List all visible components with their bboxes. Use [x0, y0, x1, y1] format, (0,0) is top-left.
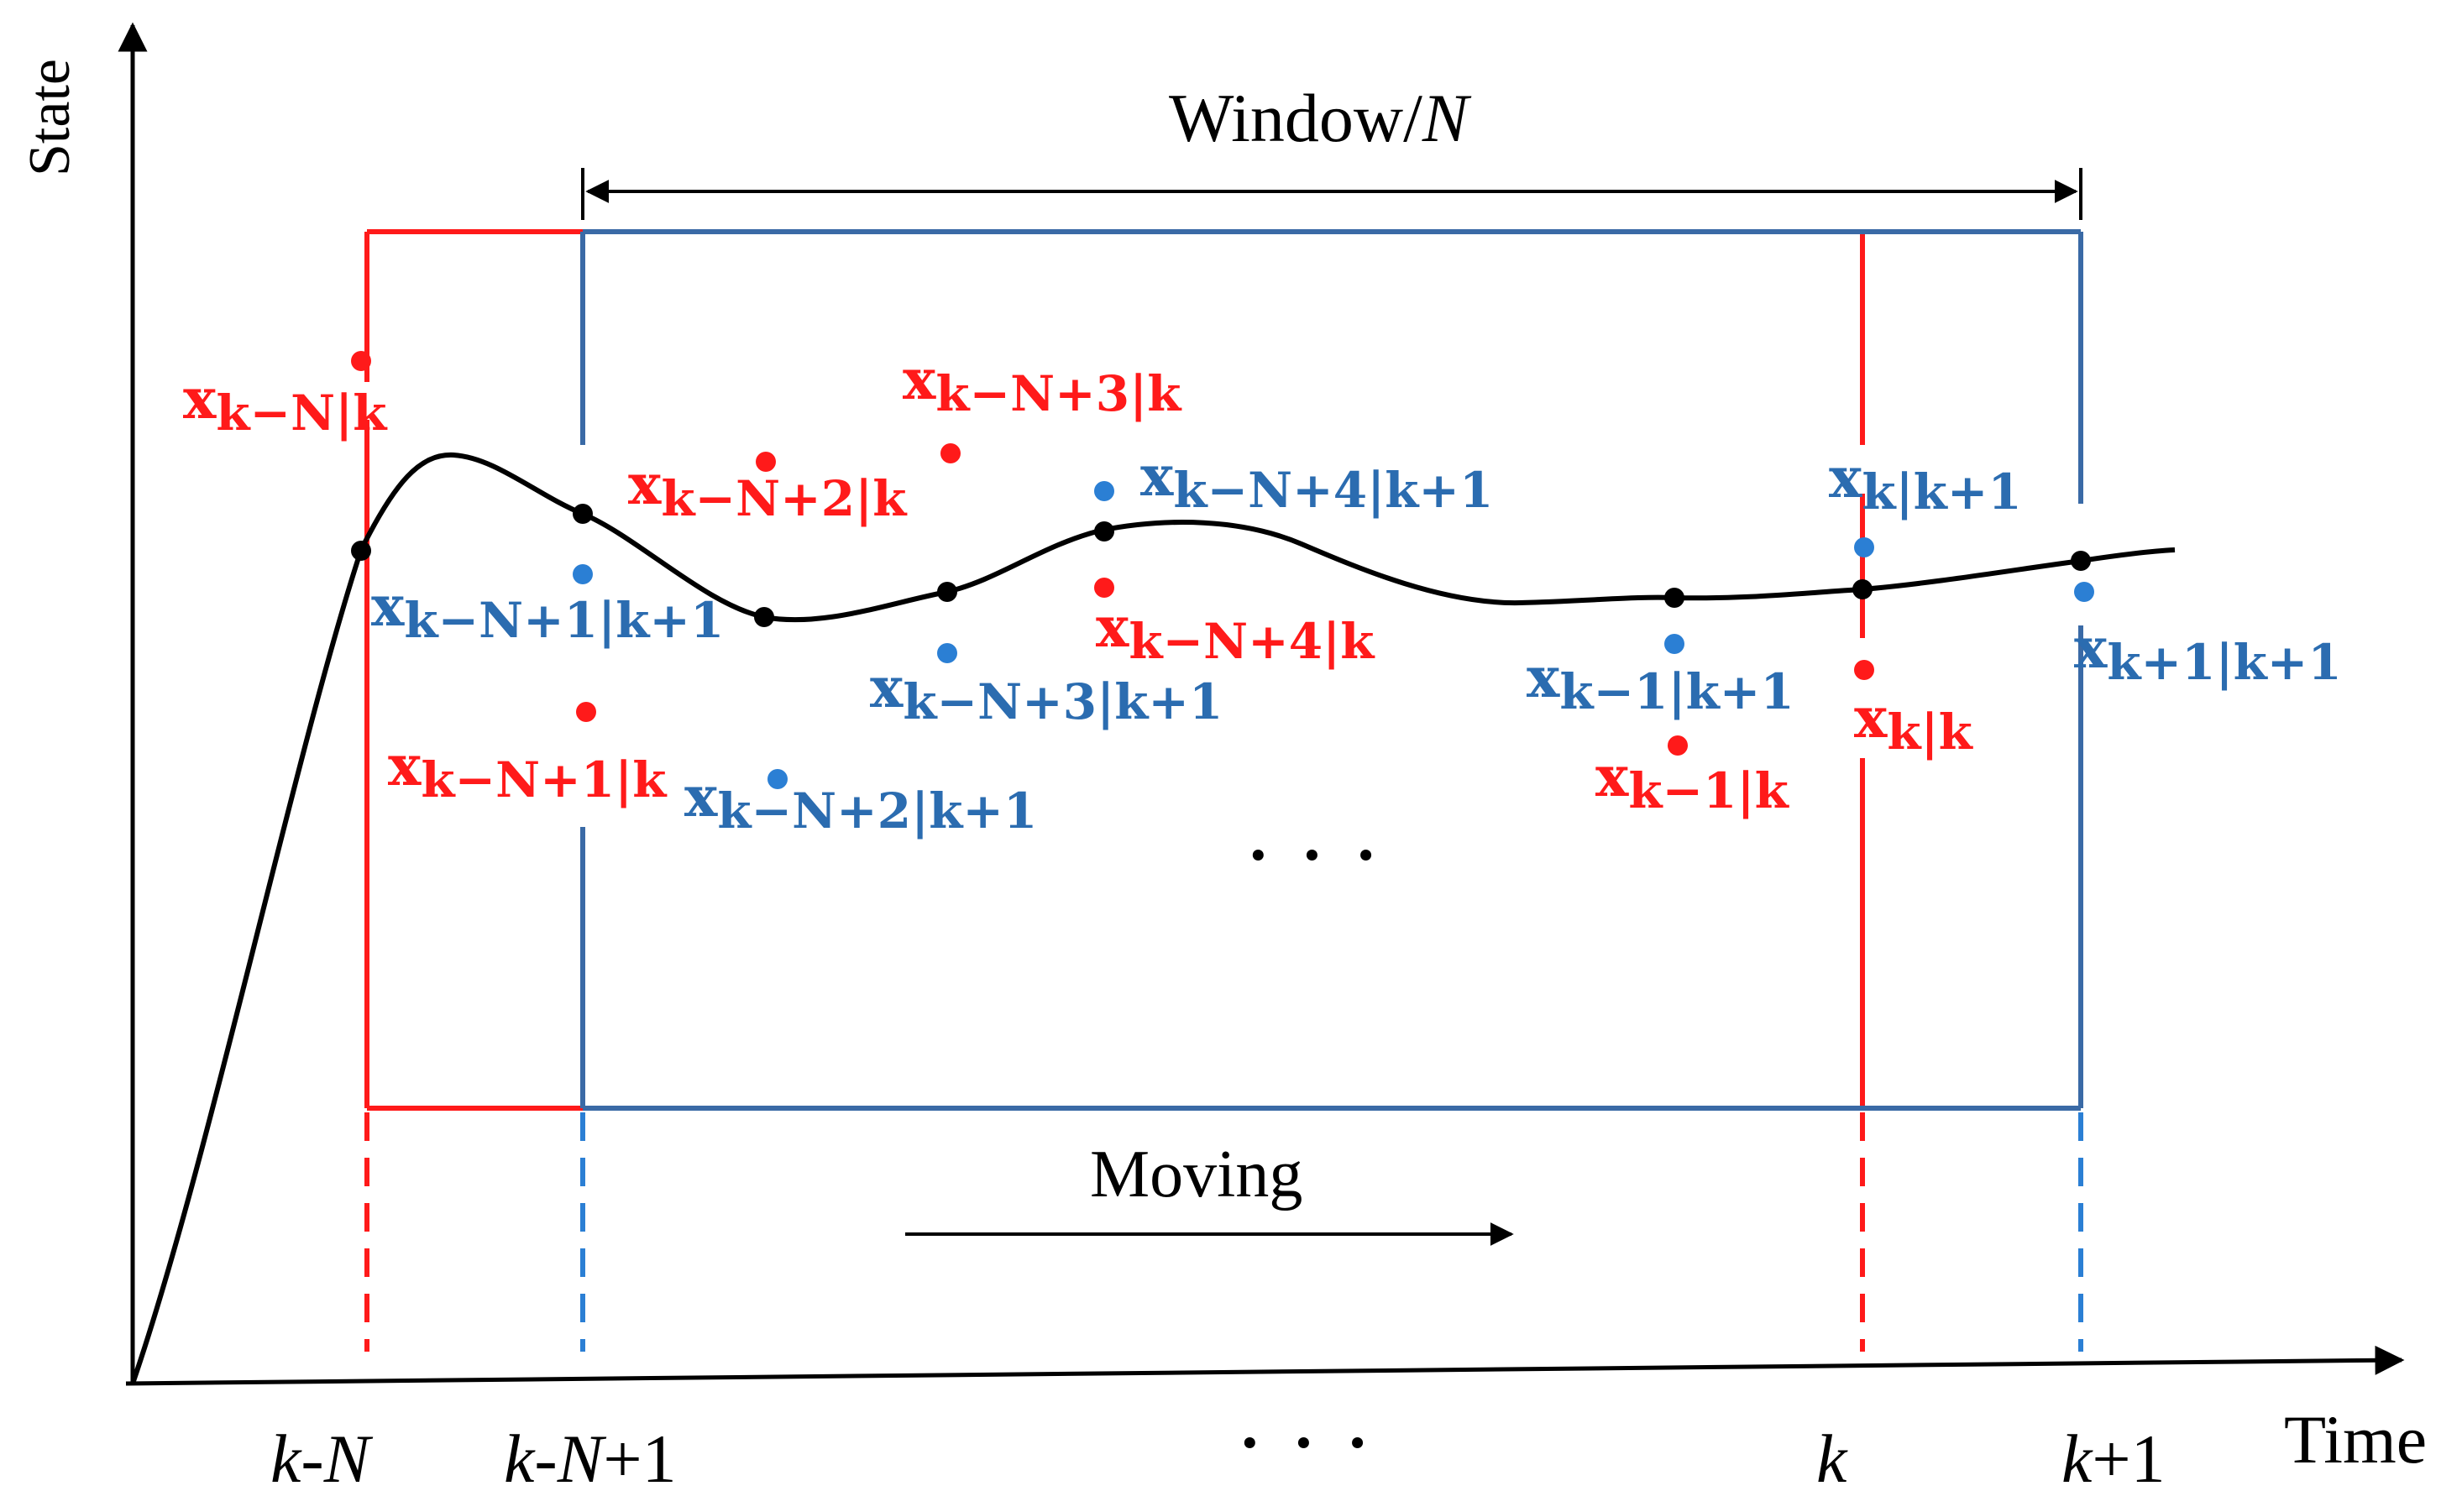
label-x-k-N+2-k: xk−N+2|k	[628, 452, 908, 527]
curve-dot	[1094, 521, 1114, 541]
red-dot	[1668, 735, 1688, 756]
curve-dot	[1664, 588, 1684, 608]
curve-dot	[573, 504, 593, 524]
red-dot	[756, 452, 776, 472]
state-curve	[130, 452, 2176, 1384]
tick-k+1: k+1	[2061, 1420, 2166, 1497]
blue-dot	[573, 564, 593, 584]
blue-dot	[1664, 634, 1684, 654]
y-axis-label: State	[18, 59, 82, 176]
blue-window-dashes	[580, 1112, 2083, 1352]
label-x-k-N+4-k: xk−N+4|k	[1096, 594, 1375, 670]
label-x-k-N+3-k: xk−N+3|k	[903, 347, 1182, 422]
window-label: Window/N	[1169, 80, 1472, 156]
label-x-k-N+2-k+1: xk−N+2|k+1	[684, 764, 1037, 840]
label-x-k+1-k+1: xk+1|k+1	[2074, 615, 2342, 691]
blue-dots	[573, 481, 2094, 789]
x-axis	[125, 1345, 2405, 1386]
ellipsis-middle: · · ·	[1243, 803, 1381, 906]
curve-dot	[937, 582, 957, 602]
label-x-k-N+1-k: xk−N+1|k	[388, 733, 668, 808]
moving-label: Moving	[1090, 1138, 1302, 1211]
red-dot	[940, 443, 961, 463]
red-dot	[1854, 660, 1874, 680]
red-labels: xk−N|k xk−N+1|k xk−N+2|k xk−N+3|k xk−N+4…	[183, 347, 1974, 819]
blue-labels: xk−N+1|k+1 xk−N+2|k+1 xk−N+3|k+1 xk−N+4|…	[371, 443, 2342, 840]
tick-k: k	[1816, 1420, 1848, 1497]
blue-dot	[1854, 537, 1874, 557]
blue-dot	[2074, 582, 2094, 602]
blue-dot	[767, 769, 788, 789]
tick-labels: k-N k-N+1 k k+1	[270, 1420, 2166, 1497]
red-dots	[351, 351, 1874, 756]
label-x-k-k: xk|k	[1854, 685, 1974, 761]
tick-k-N: k-N	[270, 1420, 374, 1497]
curve-dot	[351, 541, 371, 561]
tick-k-N+1: k-N+1	[504, 1420, 677, 1497]
red-dot	[576, 702, 596, 722]
red-dot	[1094, 578, 1114, 598]
curve-dot	[2071, 551, 2091, 571]
curve-dot	[1852, 579, 1873, 599]
blue-dot	[1094, 481, 1114, 501]
x-axis-label: Time	[2284, 1401, 2427, 1478]
blue-dot	[937, 643, 957, 663]
label-x-k-N+4-k+1: xk−N+4|k+1	[1140, 443, 1493, 519]
label-x-k-1-k+1: xk−1|k+1	[1527, 645, 1794, 720]
label-x-k-N-k: xk−N|k	[183, 366, 388, 442]
curve-dots	[351, 504, 2091, 627]
curve-dot	[754, 607, 774, 627]
label-x-k-k+1: xk|k+1	[1829, 445, 2022, 521]
ellipsis-axis: · · ·	[1234, 1391, 1373, 1494]
label-x-k-N+3-k+1: xk−N+3|k+1	[870, 655, 1223, 730]
red-dot	[351, 351, 371, 371]
blue-window	[580, 229, 2083, 1111]
label-x-k-N+1-k+1: xk−N+1|k+1	[371, 573, 724, 649]
label-x-k-1-k: xk−1|k	[1595, 744, 1790, 819]
